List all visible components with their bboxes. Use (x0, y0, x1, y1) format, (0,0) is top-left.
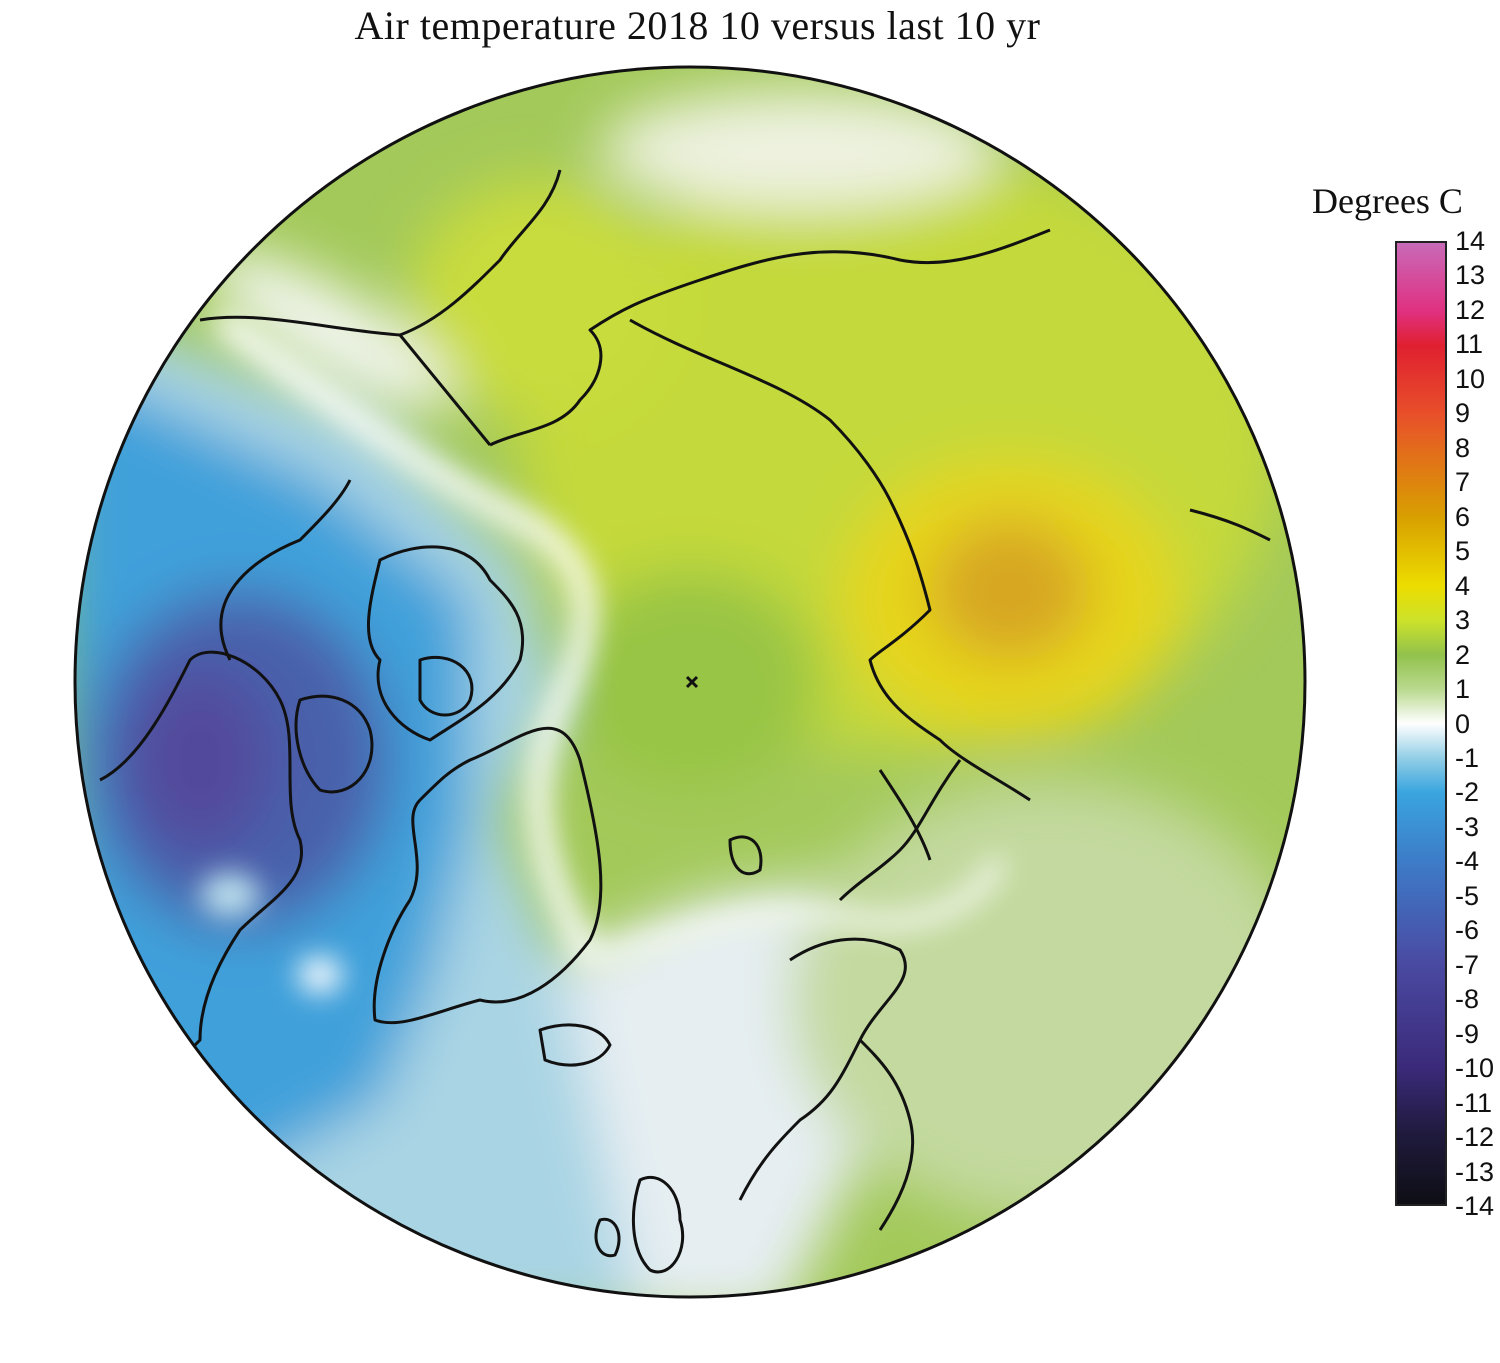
scale-tick-label: -10 (1455, 1053, 1495, 1084)
scale-tick-label: -9 (1455, 1018, 1480, 1049)
canadian-archipelago-outline (367, 545, 525, 742)
scale-tick-label: 12 (1455, 294, 1486, 325)
great-britain-outline (631, 1176, 685, 1274)
map-title: Air temperature 2018 10 versus last 10 y… (354, 3, 1041, 48)
scale-tick-label: 14 (1455, 226, 1486, 256)
scale-tick-label: 2 (1455, 639, 1471, 670)
scale-tick-label: 10 (1455, 363, 1486, 394)
map-boundary (73, 65, 1307, 1299)
siberia-outline (629, 318, 1031, 802)
alaska-outline (199, 169, 562, 337)
scale-tick-label: 0 (1455, 708, 1471, 739)
scale-tick-label: 13 (1455, 260, 1486, 291)
scale-tick-label: -2 (1455, 777, 1480, 808)
greenland-outline (372, 727, 603, 1025)
scale-tick-label: 11 (1455, 329, 1484, 360)
iceland-outline (538, 1023, 612, 1067)
coastlines (99, 169, 1271, 1274)
scale-tick-label: 3 (1455, 605, 1471, 636)
scale-tick-label: -14 (1455, 1191, 1495, 1221)
scale-tick-label: -8 (1455, 984, 1480, 1015)
scandinavia-outline (738, 937, 907, 1201)
scale-tick-label: 4 (1455, 570, 1471, 601)
scale-tick-label: -5 (1455, 880, 1480, 911)
scale-tick-label: -12 (1455, 1122, 1495, 1153)
scale-tick-label: 6 (1455, 501, 1471, 532)
polar-temperature-map (73, 65, 1307, 1299)
scale-tick-label: -1 (1455, 742, 1480, 773)
scale-tick-label: -11 (1455, 1087, 1493, 1118)
scale-tick-label: -6 (1455, 915, 1480, 946)
scale-tick-label: -13 (1455, 1156, 1495, 1187)
x-icon (685, 675, 699, 689)
north-america-outline (99, 650, 303, 1121)
color-scale-bar (1395, 241, 1447, 1206)
scale-tick-label: 9 (1455, 398, 1471, 429)
scale-tick-label: 1 (1455, 674, 1471, 705)
scale-tick-label: -7 (1455, 949, 1480, 980)
scale-tick-label: -4 (1455, 846, 1480, 877)
scale-tick-label: 7 (1455, 467, 1471, 498)
scale-tick-label: 8 (1455, 432, 1471, 463)
scale-tick-label: -3 (1455, 811, 1480, 842)
anomaly-field (75, 67, 1305, 1297)
scale-tick-label: 5 (1455, 536, 1471, 567)
legend-title: Degrees C (1312, 181, 1463, 221)
